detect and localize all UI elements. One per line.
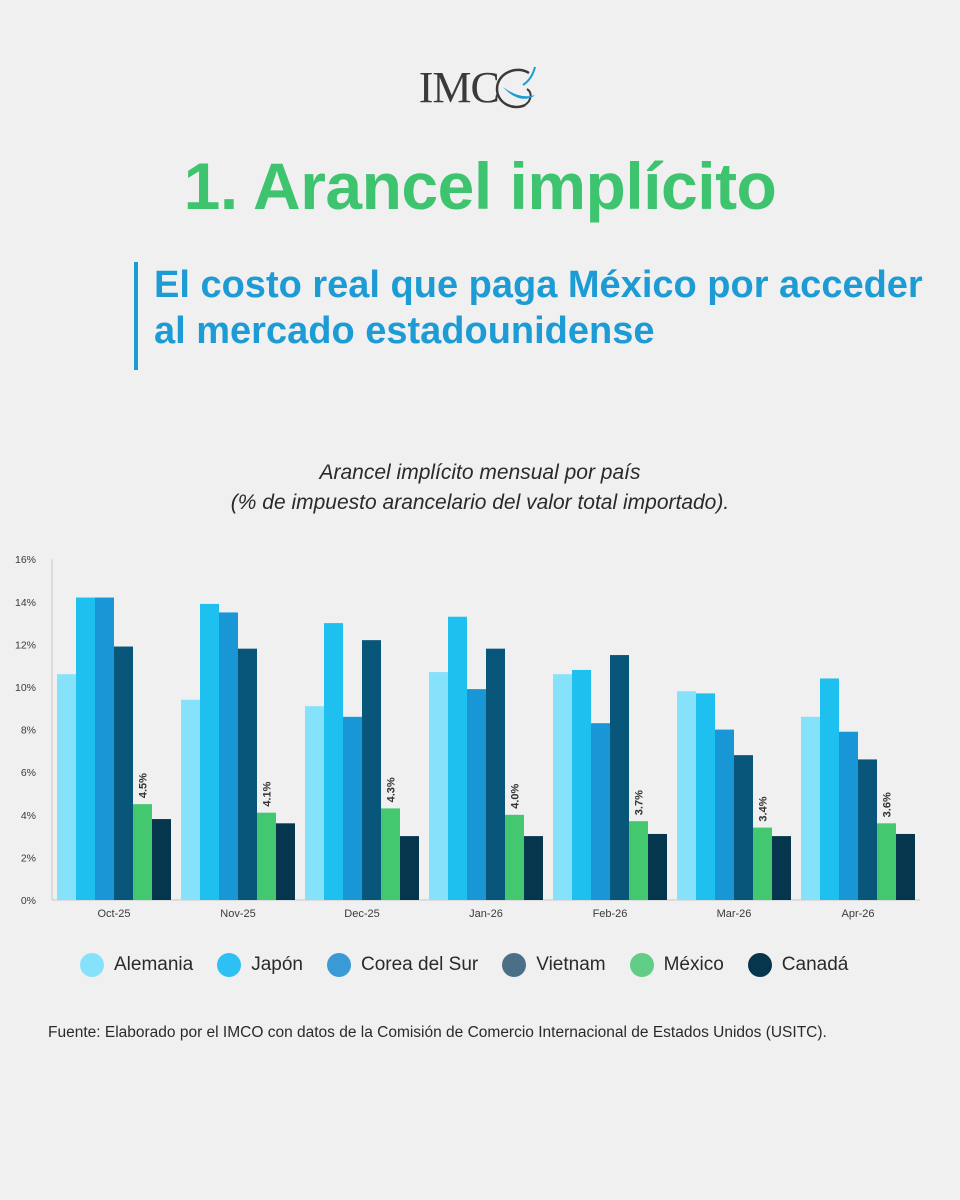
chart-title: Arancel implícito mensual por país (% de…	[0, 458, 960, 518]
legend-swatch	[327, 953, 351, 977]
bar-corea-del-sur	[591, 723, 610, 900]
legend-swatch	[217, 953, 242, 977]
bar-japón	[200, 603, 219, 900]
bar-méxico	[877, 823, 896, 900]
bar-canadá	[648, 833, 667, 900]
legend-item-corea-del-sur: Corea del Sur	[327, 953, 478, 977]
y-tick-label: 4%	[21, 810, 36, 822]
bar-méxico	[257, 812, 276, 900]
y-tick-label: 0%	[21, 895, 36, 907]
data-label: 3.6%	[882, 792, 894, 817]
bar-canadá	[400, 836, 419, 900]
x-tick-label: Nov-25	[220, 908, 255, 920]
bar-corea-del-sur	[95, 597, 114, 900]
page-title: 1. Arancel implícito	[183, 149, 777, 223]
bar-alemania	[181, 699, 200, 900]
bar-japón	[448, 616, 467, 900]
bar-corea-del-sur	[343, 716, 362, 900]
legend-label: Vietnam	[536, 954, 606, 975]
legend-label: Corea del Sur	[361, 954, 479, 975]
bar-vietnam	[610, 655, 629, 900]
legend-swatch	[80, 953, 104, 977]
x-tick-label: Feb-26	[593, 908, 628, 920]
logo-swirl-icon	[496, 66, 537, 108]
data-label: 3.7%	[634, 790, 646, 815]
y-tick-label: 16%	[15, 554, 36, 566]
legend-label: Alemania	[114, 954, 194, 975]
bar-chart: 0% 2% 4% 6% 8% 10% 12% 14% 16% 4.5% Oct-25 4.1% Nov-…	[15, 554, 920, 920]
bar-corea-del-sur	[715, 729, 734, 900]
data-label: 3.4%	[758, 796, 770, 821]
legend-swatch	[502, 953, 527, 977]
y-tick-label: 8%	[21, 725, 36, 737]
bar-japón	[572, 669, 591, 900]
chart-title-line1: Arancel implícito mensual por país	[319, 461, 641, 484]
legend-item-canadá: Canadá	[747, 953, 849, 977]
bar-canadá	[524, 836, 543, 900]
bar-méxico	[505, 814, 524, 900]
bar-corea-del-sur	[219, 612, 238, 900]
data-label: 4.0%	[510, 784, 522, 809]
bar-vietnam	[486, 648, 505, 900]
bar-canadá	[276, 823, 295, 900]
x-tick-label: Apr-26	[841, 908, 874, 920]
bar-japón	[76, 597, 95, 900]
legend-label: Japón	[251, 954, 303, 975]
x-tick-label: Mar-26	[717, 908, 752, 920]
y-tick-label: 2%	[21, 852, 36, 864]
data-label: 4.3%	[386, 777, 398, 802]
bar-japón	[696, 693, 715, 900]
source-note: Fuente: Elaborado por el IMCO con datos …	[48, 1024, 827, 1041]
chart-title-line2: (% de impuesto arancelario del valor tot…	[230, 491, 730, 514]
y-tick-label: 14%	[15, 597, 36, 609]
bar-japón	[820, 678, 839, 900]
subtitle-block: El costo real que paga México por accede…	[134, 262, 924, 370]
legend-item-alemania: Alemania	[80, 953, 193, 977]
data-label: 4.1%	[262, 781, 274, 806]
y-tick-label: 6%	[21, 767, 36, 779]
bar-méxico	[133, 804, 152, 900]
bar-alemania	[677, 691, 696, 900]
legend-swatch	[747, 953, 772, 977]
legend-item-japón: Japón	[217, 953, 303, 977]
bar-alemania	[305, 706, 324, 900]
bar-alemania	[57, 674, 76, 900]
bar-méxico	[629, 821, 648, 900]
legend-swatch	[629, 953, 654, 977]
legend-item-méxico: México	[629, 953, 724, 977]
legend-label: México	[663, 954, 724, 975]
bar-canadá	[152, 819, 171, 900]
bar-corea-del-sur	[467, 689, 486, 900]
chart-legend: Alemania Japón Corea del Sur Vietnam México C…	[80, 946, 900, 984]
x-tick-label: Oct-25	[97, 908, 130, 920]
bar-alemania	[429, 672, 448, 900]
bar-vietnam	[238, 648, 257, 900]
legend-item-vietnam: Vietnam	[502, 953, 606, 977]
imco-logo: IMC	[0, 62, 960, 112]
x-tick-label: Jan-26	[469, 908, 503, 920]
bar-vietnam	[362, 640, 381, 900]
bar-alemania	[801, 716, 820, 900]
bar-canadá	[896, 833, 915, 900]
y-tick-label: 10%	[15, 682, 36, 694]
bar-corea-del-sur	[839, 731, 858, 900]
bar-méxico	[753, 827, 772, 900]
page-subtitle: El costo real que paga México por accede…	[154, 264, 923, 352]
y-tick-label: 12%	[15, 639, 36, 651]
x-tick-label: Dec-25	[344, 908, 379, 920]
bar-vietnam	[114, 646, 133, 900]
bar-japón	[324, 623, 343, 900]
logo-wordmark: IMC	[418, 63, 500, 112]
legend-label: Canadá	[781, 954, 849, 975]
bar-vietnam	[734, 755, 753, 900]
bar-canadá	[772, 836, 791, 900]
bar-alemania	[553, 674, 572, 900]
bar-méxico	[381, 808, 400, 900]
bar-vietnam	[858, 759, 877, 900]
data-label: 4.5%	[138, 773, 150, 798]
